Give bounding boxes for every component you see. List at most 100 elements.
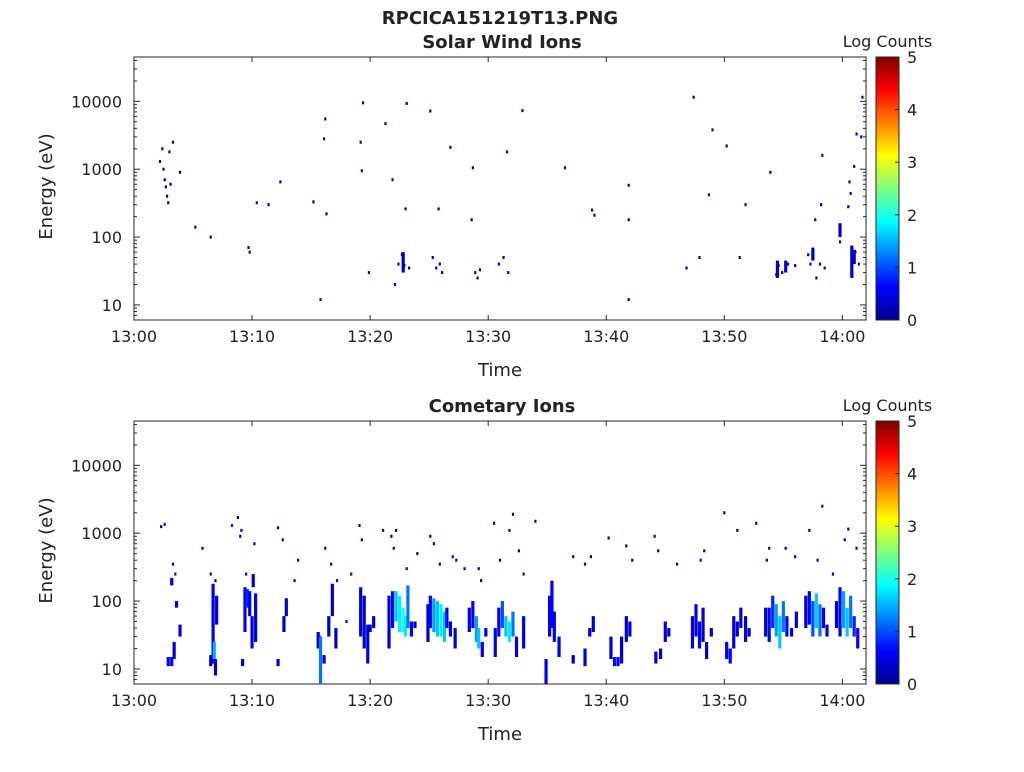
data-bar bbox=[825, 624, 829, 637]
data-point bbox=[784, 546, 787, 550]
data-point bbox=[492, 521, 496, 525]
colorbar-tick-label: 4 bbox=[907, 101, 917, 120]
plot-area bbox=[133, 420, 867, 685]
data-point bbox=[857, 262, 861, 266]
data-bar bbox=[209, 655, 213, 667]
data-point bbox=[631, 558, 634, 562]
data-point bbox=[815, 276, 818, 280]
data-bar bbox=[778, 616, 782, 649]
data-bar bbox=[583, 648, 587, 667]
data-point bbox=[590, 208, 594, 212]
data-bar bbox=[172, 641, 176, 660]
data-point bbox=[247, 246, 250, 250]
data-bar bbox=[852, 249, 856, 265]
data-bar bbox=[245, 589, 249, 608]
data-bar bbox=[213, 659, 218, 676]
data-point bbox=[169, 182, 172, 186]
data-point bbox=[255, 201, 258, 205]
data-bar bbox=[612, 656, 617, 667]
data-bar bbox=[794, 611, 798, 629]
data-point bbox=[508, 528, 511, 532]
data-point bbox=[814, 218, 817, 222]
y-tick-label: 10000 bbox=[71, 92, 122, 111]
data-bar bbox=[170, 577, 174, 586]
figure-title: RPCICA151219T13.PNG bbox=[382, 8, 618, 29]
data-bar bbox=[701, 607, 705, 642]
data-point bbox=[392, 546, 395, 550]
data-bar bbox=[547, 595, 552, 637]
data-point bbox=[239, 534, 242, 538]
data-bar bbox=[743, 616, 748, 642]
data-point bbox=[707, 193, 711, 197]
data-point bbox=[627, 218, 630, 222]
data-bar bbox=[774, 604, 778, 637]
data-bar bbox=[439, 604, 443, 637]
colorbar-label: Log Counts bbox=[843, 396, 933, 415]
data-point bbox=[534, 519, 537, 523]
data-point bbox=[589, 555, 593, 559]
data-bar bbox=[170, 656, 174, 667]
data-point bbox=[194, 225, 197, 229]
data-point bbox=[744, 203, 747, 207]
data-bar bbox=[480, 641, 484, 657]
data-point bbox=[416, 552, 419, 556]
data-bar bbox=[362, 595, 366, 649]
data-point bbox=[163, 178, 166, 182]
data-bar bbox=[215, 595, 219, 625]
plot-area bbox=[133, 56, 867, 321]
data-bar bbox=[401, 607, 405, 633]
colorbar-gradient bbox=[875, 420, 900, 685]
data-bar bbox=[728, 648, 732, 664]
data-point bbox=[437, 207, 440, 211]
data-point bbox=[794, 555, 797, 559]
data-bar bbox=[709, 628, 713, 637]
data-bar bbox=[856, 628, 860, 649]
y-tick-label: 1000 bbox=[81, 524, 122, 543]
x-tick-label: 13:30 bbox=[465, 327, 511, 346]
data-bar bbox=[818, 604, 822, 637]
data-bar bbox=[667, 628, 671, 637]
data-bar bbox=[248, 591, 252, 617]
colorbar-tick-label: 0 bbox=[907, 311, 917, 330]
data-point bbox=[855, 546, 858, 550]
data-bar bbox=[814, 593, 819, 629]
data-bar bbox=[841, 591, 846, 629]
data-point bbox=[477, 567, 480, 571]
panel-solar-wind-ions: Solar Wind Ions 13:00 13:10 13:20 13:30 13:40… bbox=[36, 32, 932, 381]
colorbar-tick-label: 3 bbox=[907, 517, 917, 536]
data-bar bbox=[448, 621, 453, 637]
data-point bbox=[312, 200, 315, 204]
data-bar bbox=[442, 611, 447, 642]
data-point bbox=[607, 536, 610, 540]
data-point bbox=[160, 525, 163, 529]
data-point bbox=[847, 205, 850, 209]
data-bar bbox=[838, 223, 842, 238]
data-point bbox=[297, 558, 300, 562]
colorbar-label: Log Counts bbox=[843, 32, 933, 51]
data-bar bbox=[497, 607, 501, 637]
data-point bbox=[698, 256, 701, 260]
data-point bbox=[209, 572, 212, 576]
data-point bbox=[820, 203, 823, 207]
data-point bbox=[431, 256, 434, 260]
data-bar bbox=[767, 607, 771, 642]
data-bar bbox=[477, 628, 481, 649]
data-point bbox=[167, 201, 170, 205]
data-point bbox=[711, 128, 714, 132]
x-tick-label: 13:40 bbox=[583, 327, 629, 346]
data-bar bbox=[775, 260, 780, 278]
data-point bbox=[511, 512, 515, 516]
data-bar bbox=[850, 245, 854, 278]
data-point bbox=[248, 250, 251, 254]
data-point bbox=[723, 511, 726, 515]
data-bar bbox=[316, 632, 320, 649]
panel-title: Cometary Ions bbox=[429, 396, 576, 417]
data-point bbox=[738, 256, 741, 260]
data-point bbox=[807, 253, 810, 257]
data-point bbox=[240, 528, 243, 532]
data-bar bbox=[394, 591, 398, 622]
data-point bbox=[781, 271, 784, 275]
data-bar bbox=[694, 604, 698, 637]
data-point bbox=[236, 516, 239, 520]
